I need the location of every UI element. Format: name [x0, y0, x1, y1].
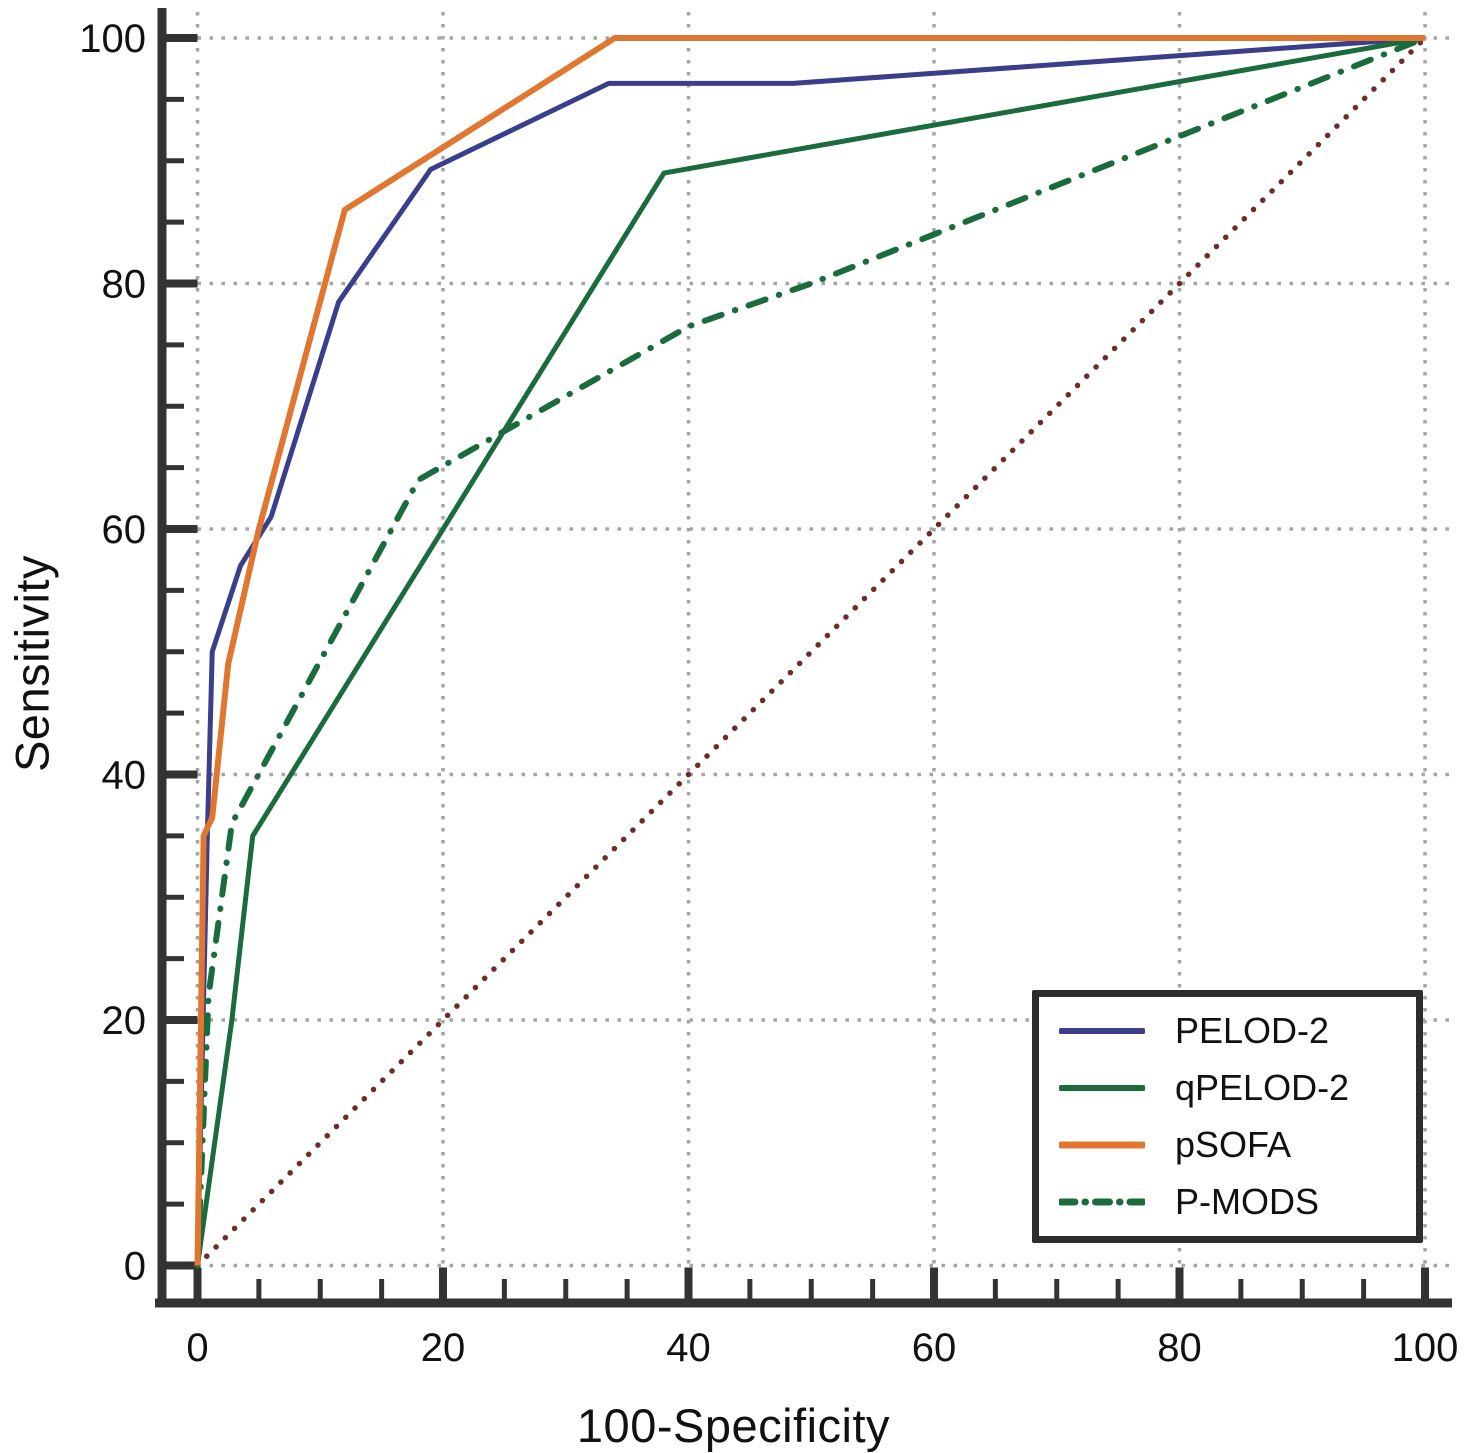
y-tick-label: 20 [102, 999, 147, 1043]
x-tick-label: 60 [912, 1326, 957, 1370]
series-pSOFA [194, 35, 1425, 1266]
series-qPELOD-2 [195, 35, 1426, 1266]
y-tick-label: 0 [124, 1245, 146, 1289]
legend-line-sample [1059, 1028, 1145, 1035]
y-tick-label: 80 [102, 263, 147, 307]
series-PELOD-2 [195, 35, 1426, 1266]
legend-label: P-MODS [1175, 1180, 1319, 1222]
y-tick-label: 40 [102, 754, 147, 798]
reference-line [194, 35, 1428, 1269]
legend-label: qPELOD-2 [1175, 1067, 1350, 1109]
legend-item-psofa: pSOFA [1059, 1117, 1416, 1174]
legend-label: pSOFA [1175, 1123, 1292, 1165]
x-tick-label: 100 [1392, 1326, 1459, 1370]
x-tick-label: 80 [1157, 1326, 1202, 1370]
legend-item-qpelod2: qPELOD-2 [1059, 1060, 1416, 1117]
legend-item-pmods: P-MODS [1059, 1173, 1416, 1230]
x-tick-label: 40 [666, 1326, 711, 1370]
y-tick-label: 100 [79, 17, 146, 61]
y-axis-title: Sensitivity [5, 554, 59, 773]
y-tick-label: 60 [102, 508, 147, 552]
legend-line-sample [1059, 1198, 1145, 1206]
legend-line-sample [1059, 1085, 1145, 1092]
series-P-MODS [194, 35, 1428, 1269]
legend-item-pelod2: PELOD-2 [1059, 1003, 1416, 1060]
legend-label: PELOD-2 [1175, 1010, 1330, 1052]
legend: PELOD-2 qPELOD-2 pSOFA P-MODS [1032, 990, 1423, 1243]
legend-line-sample [1059, 1141, 1145, 1149]
x-axis-title: 100-Specificity [576, 1399, 891, 1452]
x-tick-label: 20 [421, 1326, 466, 1370]
x-tick-label: 0 [186, 1326, 208, 1370]
